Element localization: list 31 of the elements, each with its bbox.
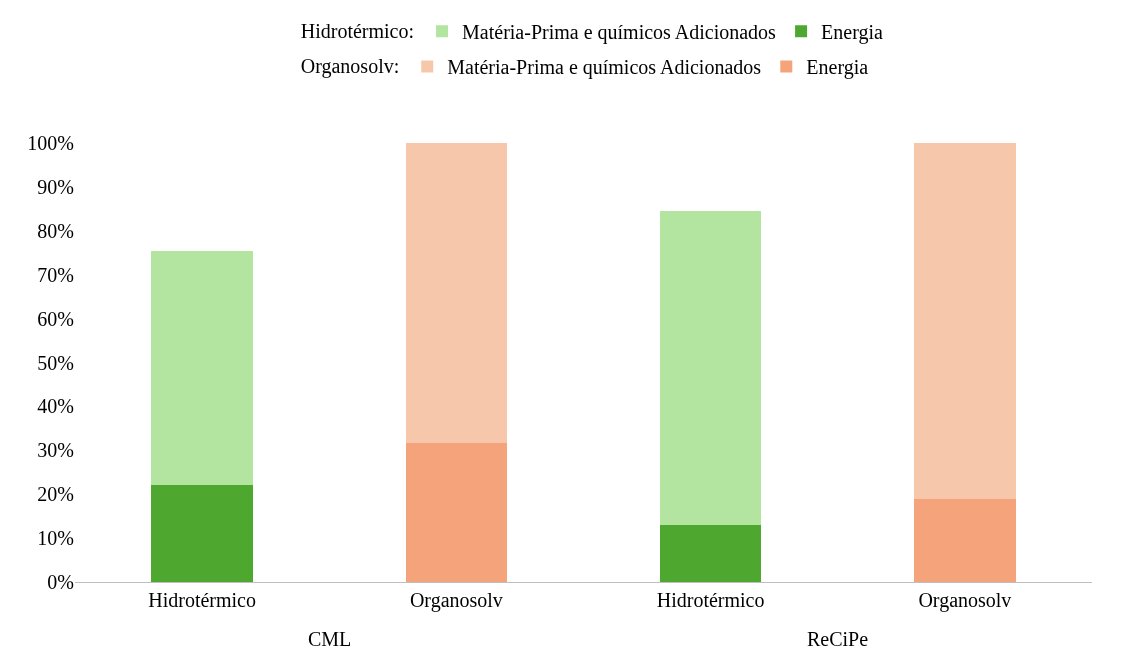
bar (914, 143, 1016, 500)
bar (151, 250, 253, 486)
bar (151, 485, 253, 582)
x-tick-label: Hidrotérmico (148, 589, 257, 611)
y-tick-label: 80% (37, 219, 74, 242)
bar (659, 524, 762, 582)
bar (659, 211, 762, 525)
legend-label: Energia (821, 21, 884, 45)
y-tick-label: 10% (37, 527, 74, 550)
y-tick-label: 90% (37, 175, 74, 198)
y-tick-label: 100% (27, 132, 74, 154)
legend-label: Matéria-Prima e químicos Adicionados (447, 56, 762, 80)
y-tick-label: 50% (37, 351, 74, 374)
legend-label: Energia (806, 56, 869, 80)
y-tick-label: 70% (37, 263, 74, 286)
y-tick-label: 60% (37, 307, 74, 330)
x-tick-label: Hidrotérmico (656, 589, 765, 611)
x-tick-label: Organosolv (409, 589, 503, 612)
text: Hidrotérmico: (300, 19, 415, 42)
x-tick-label: Organosolv (918, 589, 1012, 612)
text: Organosolv: (300, 54, 400, 78)
y-tick-label: 20% (37, 483, 74, 506)
bar (405, 143, 508, 443)
y-tick-label: 0% (47, 571, 74, 593)
text: ReCiPe (807, 628, 869, 650)
y-tick-label: 30% (37, 439, 74, 462)
y-tick-label: 40% (37, 395, 74, 418)
bar (914, 499, 1016, 582)
text: CML (308, 628, 352, 650)
bar (405, 442, 508, 582)
legend-label: Matéria-Prima e químicos Adicionados (462, 21, 777, 45)
